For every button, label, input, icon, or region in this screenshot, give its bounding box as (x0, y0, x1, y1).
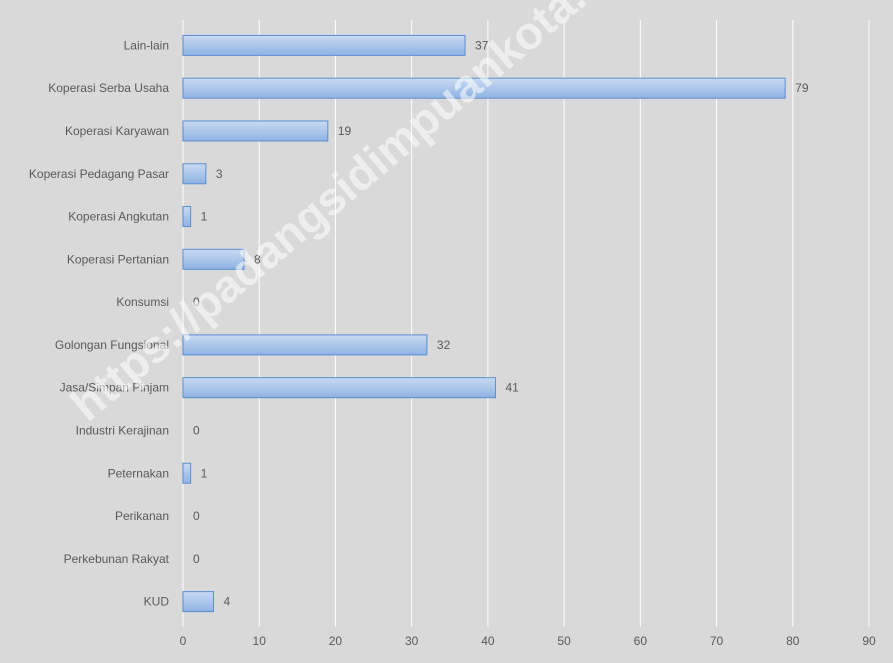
bar (182, 334, 428, 356)
x-tick-label: 20 (329, 634, 343, 648)
data-label: 41 (506, 381, 520, 395)
category-label: Lain-lain (124, 38, 169, 52)
data-label: 8 (254, 252, 261, 266)
category-label: Perkebunan Rakyat (64, 552, 170, 566)
category-label: Koperasi Serba Usaha (48, 81, 169, 95)
x-tick-label: 0 (180, 634, 187, 648)
bar (182, 591, 214, 613)
bar (182, 462, 192, 484)
data-label: 0 (193, 552, 200, 566)
category-label: Koperasi Pertanian (67, 252, 169, 266)
data-label: 19 (338, 124, 352, 138)
x-tick-label: 10 (253, 634, 267, 648)
x-tick-label: 30 (405, 634, 419, 648)
data-label: 3 (216, 167, 223, 181)
bar (182, 377, 497, 399)
category-label: Golongan Fungsional (55, 338, 169, 352)
data-label: 32 (437, 338, 451, 352)
x-tick-label: 70 (710, 634, 724, 648)
x-tick-label: 60 (634, 634, 648, 648)
category-label: Konsumsi (116, 295, 169, 309)
category-label: Koperasi Angkutan (68, 210, 169, 224)
bar (182, 120, 329, 142)
category-label: Peternakan (108, 466, 169, 480)
x-tick-label: 50 (557, 634, 571, 648)
value-labels: 37 79 19 3 1 8 0 32 41 0 1 0 0 4 (193, 38, 809, 608)
category-labels: Lain-lain Koperasi Serba Usaha Koperasi Ka… (29, 38, 170, 608)
x-axis-ticks: 0 10 20 30 40 50 60 70 80 90 (180, 634, 876, 648)
bar (182, 248, 245, 270)
data-label: 1 (201, 210, 208, 224)
category-label: Industri Kerajinan (76, 423, 169, 437)
x-tick-label: 90 (862, 634, 876, 648)
data-label: 79 (795, 81, 809, 95)
category-label: Jasa/Simpan Pinjam (60, 381, 169, 395)
category-label: Koperasi Karyawan (65, 124, 169, 138)
data-label: 4 (223, 595, 230, 609)
x-tick-label: 40 (481, 634, 495, 648)
bar (182, 77, 786, 99)
bar (182, 163, 207, 185)
category-label: KUD (144, 595, 170, 609)
gridlines (182, 20, 870, 627)
data-label: 0 (193, 509, 200, 523)
bar (182, 206, 192, 228)
category-label: Perikanan (115, 509, 169, 523)
data-label: 37 (475, 38, 489, 52)
bars (182, 34, 786, 613)
data-label: 0 (193, 423, 200, 437)
category-label: Koperasi Pedagang Pasar (29, 167, 169, 181)
data-label: 0 (193, 295, 200, 309)
x-tick-label: 80 (786, 634, 800, 648)
bar (182, 34, 466, 56)
data-label: 1 (201, 466, 208, 480)
